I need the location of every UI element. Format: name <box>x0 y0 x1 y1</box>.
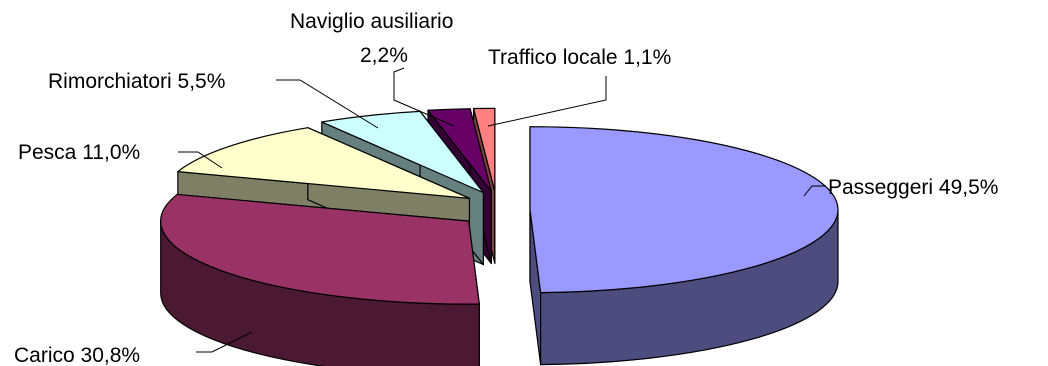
label-carico: Carico 30,8% <box>14 344 140 366</box>
label-passeggeri: Passeggeri 49,5% <box>828 176 998 199</box>
leader-traffico-locale <box>488 76 606 126</box>
label-pesca: Pesca 11,0% <box>18 141 140 164</box>
pie-slices <box>161 108 838 366</box>
slice-carico <box>161 194 480 366</box>
slice-passeggeri <box>530 127 838 365</box>
label-naviglio-ausiliario-line2: 2,2% <box>360 44 408 67</box>
label-naviglio-ausiliario-line1: Naviglio ausiliario <box>290 10 453 33</box>
label-rimorchiatori: Rimorchiatori 5,5% <box>48 70 225 93</box>
label-traffico-locale: Traffico locale 1,1% <box>488 46 671 69</box>
